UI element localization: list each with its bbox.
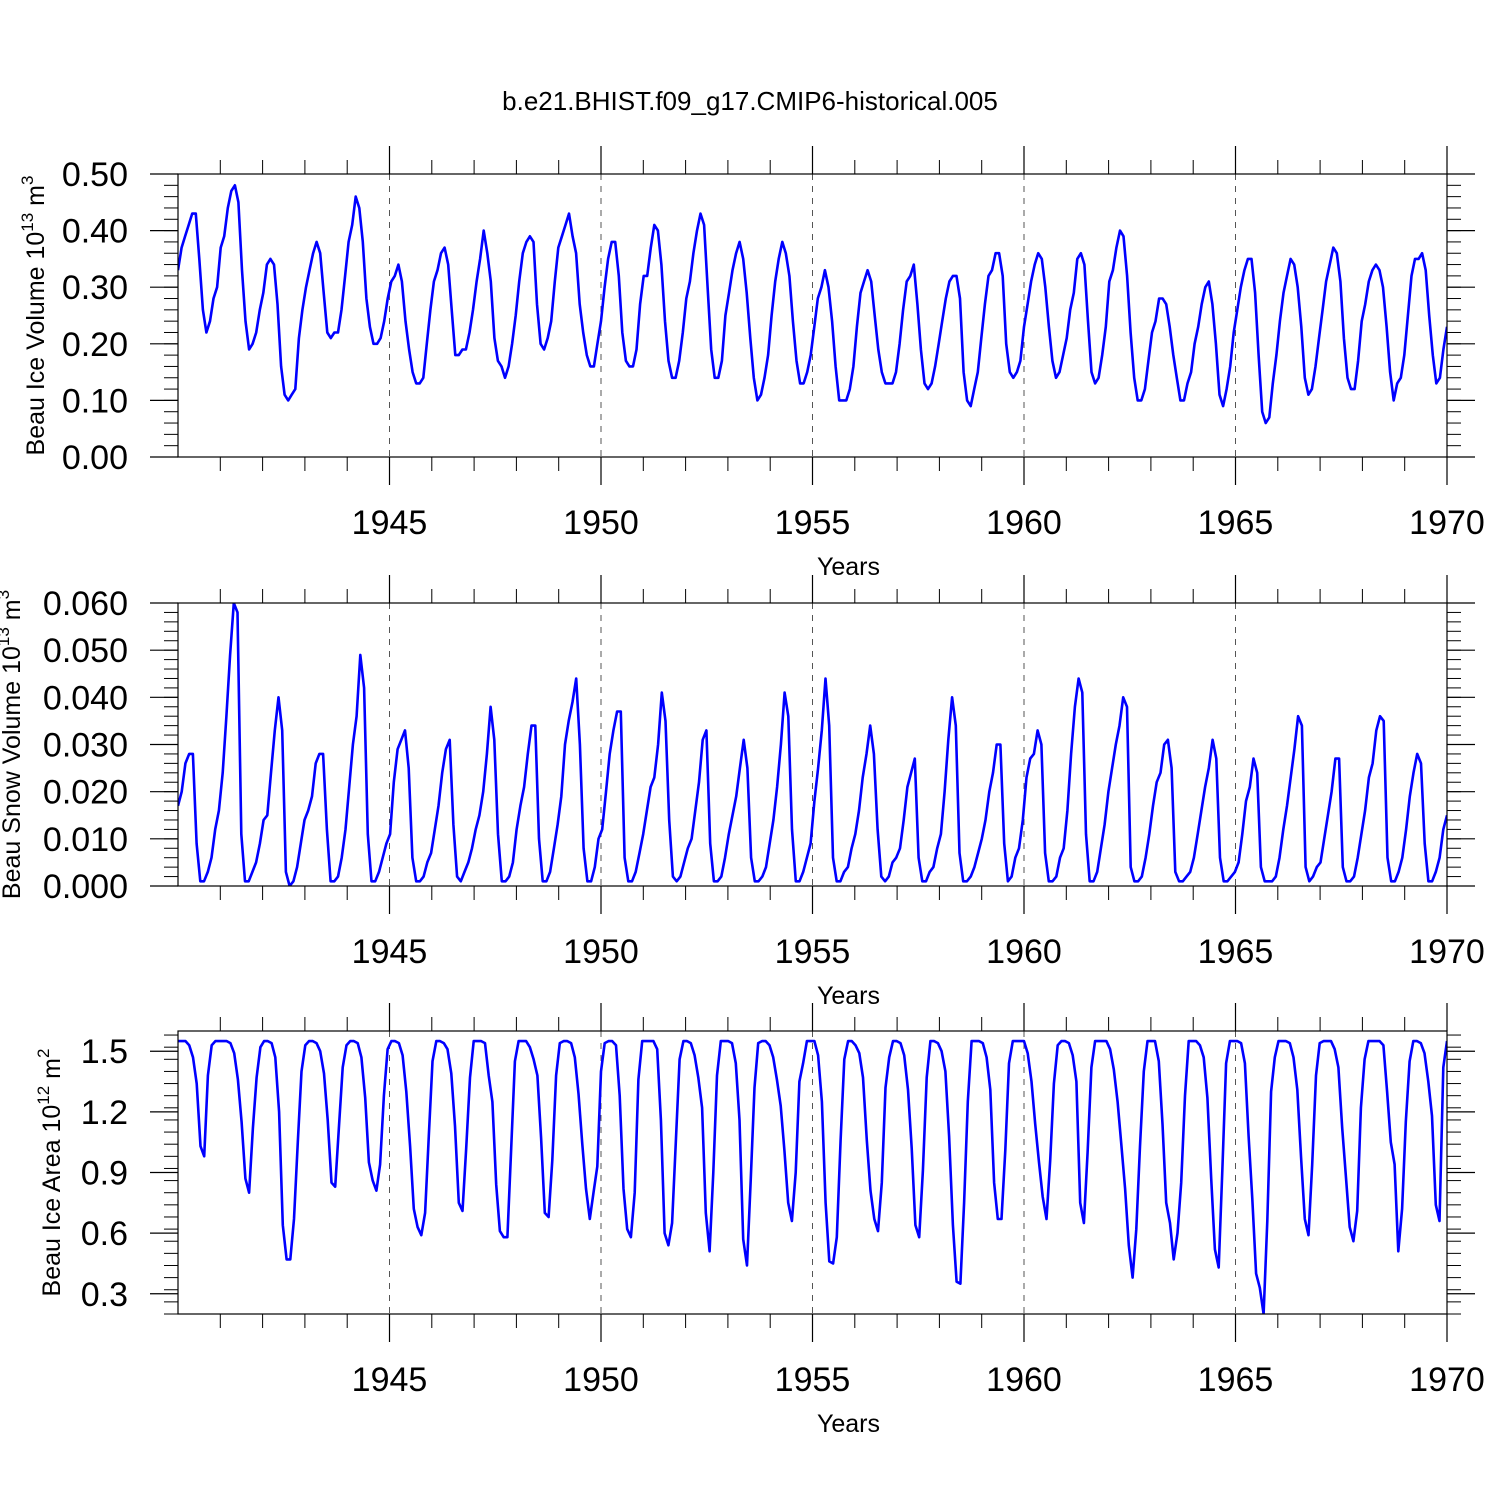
x-tick-label: 1955 — [775, 1361, 851, 1399]
panel-snow_volume: 1945 1950 1955 1960 1965 1970 0.000 0.010 0.020 0… — [0, 575, 1485, 1010]
y-tick-label: 1.5 — [81, 1033, 128, 1071]
x-tick-label: 1950 — [563, 1361, 639, 1399]
y-axis-label: Beau Ice Volume 1013 m3 — [18, 176, 50, 456]
y-axis-label-exponent: 3 — [18, 176, 37, 185]
y-axis-label-exponent: 12 — [34, 1086, 53, 1105]
x-tick-label: 1955 — [775, 504, 851, 542]
y-axis-label-part: m — [38, 1058, 66, 1086]
y-tick-label: 0.6 — [81, 1215, 128, 1253]
y-axis-label-part: Beau Ice Volume 10 — [22, 232, 50, 456]
x-tick-label: 1970 — [1409, 504, 1485, 542]
y-tick-label: 0.010 — [43, 821, 128, 859]
x-tick-label: 1955 — [775, 933, 851, 971]
x-axis-label: Years — [817, 553, 880, 581]
x-tick-label: 1965 — [1198, 504, 1274, 542]
x-tick-label: 1950 — [563, 504, 639, 542]
series-line — [178, 603, 1447, 886]
y-axis-label-exponent: 13 — [0, 627, 13, 646]
y-tick-label: 0.00 — [62, 439, 128, 477]
x-tick-label: 1960 — [986, 933, 1062, 971]
y-tick-label: 0.020 — [43, 774, 128, 812]
y-axis-label: Beau Ice Area 1012 m2 — [34, 1049, 66, 1297]
y-tick-label: 0.3 — [81, 1276, 128, 1314]
y-axis-label: Beau Snow Volume 1013 m3 — [0, 590, 26, 899]
x-tick-label: 1945 — [352, 504, 428, 542]
x-axis-label: Years — [817, 1410, 880, 1438]
y-tick-label: 0.000 — [43, 868, 128, 906]
y-axis-label-part: Beau Snow Volume 10 — [0, 646, 26, 899]
panel-ice_area: 1945 1950 1955 1960 1965 1970 0.3 0.6 0.9 1.2 1.5 Y… — [34, 1003, 1485, 1438]
y-axis-label-part: m — [22, 185, 50, 213]
series-line — [178, 184, 1447, 425]
x-tick-label: 1945 — [352, 933, 428, 971]
y-tick-label: 0.040 — [43, 679, 128, 717]
x-tick-label: 1960 — [986, 1361, 1062, 1399]
x-axis-label: Years — [817, 982, 880, 1010]
y-tick-label: 0.030 — [43, 727, 128, 765]
panel-ice_volume: 1945 1950 1955 1960 1965 1970 0.00 0.10 0.20 0.30… — [18, 146, 1485, 581]
y-tick-label: 0.50 — [62, 156, 128, 194]
y-axis-label-exponent: 3 — [0, 590, 13, 599]
series-line — [178, 1039, 1447, 1314]
y-tick-label: 0.20 — [62, 326, 128, 364]
x-tick-label: 1945 — [352, 1361, 428, 1399]
x-tick-label: 1960 — [986, 504, 1062, 542]
x-tick-label: 1970 — [1409, 1361, 1485, 1399]
x-tick-label: 1950 — [563, 933, 639, 971]
y-tick-label: 1.2 — [81, 1094, 128, 1132]
y-axis-label-part: m — [0, 599, 26, 627]
y-tick-label: 0.40 — [62, 213, 128, 251]
panels: 1945 1950 1955 1960 1965 19700.000.100.200.30… — [0, 146, 1485, 1438]
y-axis-label-part: Beau Ice Area 10 — [38, 1105, 66, 1297]
y-tick-label: 0.9 — [81, 1155, 128, 1193]
y-tick-label: 0.10 — [62, 382, 128, 420]
y-tick-label: 0.30 — [62, 269, 128, 307]
x-tick-label: 1970 — [1409, 933, 1485, 971]
y-tick-label: 0.050 — [43, 632, 128, 670]
x-tick-label: 1965 — [1198, 1361, 1274, 1399]
y-axis-label-exponent: 2 — [34, 1049, 53, 1058]
figure-title: b.e21.BHIST.f09_g17.CMIP6-historical.005 — [502, 86, 998, 116]
y-axis-label-exponent: 13 — [18, 213, 37, 232]
x-tick-label: 1965 — [1198, 933, 1274, 971]
y-tick-label: 0.060 — [43, 585, 128, 623]
